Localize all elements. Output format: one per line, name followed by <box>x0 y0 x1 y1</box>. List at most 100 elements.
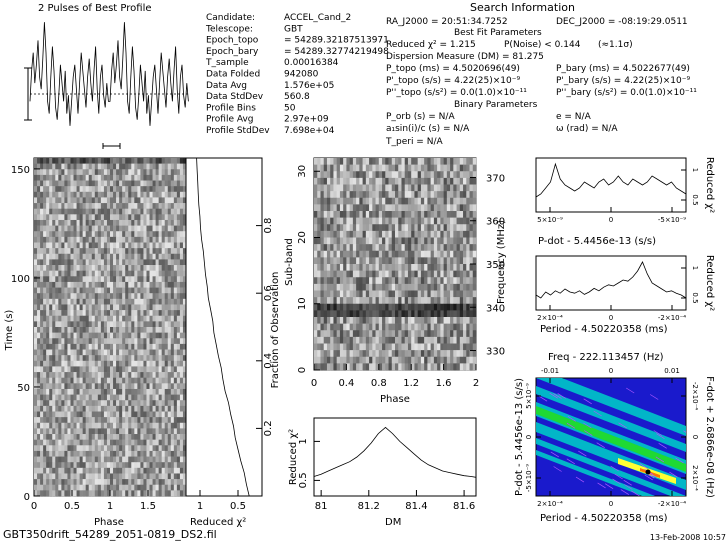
subband-cell <box>359 230 363 238</box>
time-phase-cell <box>103 479 108 486</box>
time-phase-cell <box>182 270 187 277</box>
subband-cell <box>433 317 438 324</box>
ra-text: RA_J2000 = 20:51:34.7252 <box>386 17 508 27</box>
time-phase-cell <box>91 231 96 238</box>
subband-cell <box>453 158 457 165</box>
time-phase-cell <box>131 236 135 243</box>
time-phase-cell <box>73 394 77 401</box>
subband-cell <box>411 230 415 238</box>
subband-cell <box>349 177 354 185</box>
time-phase-xtick-label: 1.5 <box>140 501 156 512</box>
subband-cell <box>378 158 383 165</box>
time-phase-cell <box>43 473 47 480</box>
time-phase-cell <box>67 490 71 497</box>
subband-cell <box>446 211 451 218</box>
subband-cell <box>433 197 438 205</box>
subband-cell <box>453 211 457 218</box>
time-phase-cell <box>91 445 96 452</box>
subband-cell <box>326 343 331 351</box>
time-phase-cell <box>158 377 162 384</box>
time-phase-cell <box>70 439 74 446</box>
subband-cell <box>414 264 418 271</box>
subband-cell <box>401 330 406 338</box>
time-phase-cell <box>70 394 74 401</box>
time-phase-cell <box>119 169 123 176</box>
time-phase-cell <box>67 321 71 328</box>
time-phase-cell <box>94 276 99 283</box>
time-phase-cell <box>113 439 117 446</box>
time-phase-cell <box>52 439 56 446</box>
time-phase-cell <box>125 394 129 401</box>
subband-cell <box>372 184 376 192</box>
time-phase-cell <box>61 411 65 418</box>
time-phase-cell <box>146 236 150 243</box>
subband-cell <box>372 356 376 364</box>
subband-cell <box>314 211 318 218</box>
time-phase-cell <box>103 281 108 288</box>
time-phase-cell <box>173 332 178 339</box>
time-phase-cell <box>43 180 47 187</box>
subband-cell <box>330 356 334 364</box>
subband-cell <box>339 164 344 172</box>
time-phase-cell <box>170 242 175 249</box>
subband-cell <box>466 283 470 291</box>
subband-cell <box>411 224 415 232</box>
subband-cell <box>401 244 406 252</box>
subband-cell <box>343 171 347 179</box>
time-phase-cell <box>146 225 150 232</box>
time-phase-cell <box>91 270 96 277</box>
subband-cell <box>450 317 454 324</box>
subband-cell <box>459 237 464 245</box>
time-phase-cell <box>176 327 181 333</box>
time-phase-cell <box>73 422 77 429</box>
subband-cell <box>424 158 428 165</box>
time-phase-cell <box>134 394 138 401</box>
subband-cell <box>443 297 448 305</box>
time-phase-cell <box>170 462 175 469</box>
time-phase-cell <box>70 163 74 170</box>
time-phase-cell <box>64 366 68 373</box>
time-phase-cell <box>173 186 178 193</box>
time-phase-cell <box>125 304 129 311</box>
time-phase-cell <box>167 180 172 187</box>
subband-cell <box>385 283 389 291</box>
time-phase-cell <box>82 450 86 457</box>
time-phase-cell <box>143 411 147 418</box>
time-phase-cell <box>173 203 178 209</box>
time-phase-cell <box>88 276 93 283</box>
subband-cell <box>427 264 431 271</box>
subband-cell <box>326 184 331 192</box>
subband-cell <box>339 237 344 245</box>
time-phase-cell <box>52 163 56 170</box>
subband-cell <box>343 343 347 351</box>
subband-cell <box>317 158 321 165</box>
time-phase-cell <box>97 372 102 378</box>
time-phase-cell <box>122 248 126 255</box>
time-phase-cell <box>164 422 169 429</box>
time-phase-cell <box>113 191 117 198</box>
time-phase-cell <box>79 394 83 401</box>
time-phase-cell <box>58 360 62 367</box>
time-phase-cell <box>122 394 126 401</box>
pdot-axes: 5×10⁻⁹ 0 -5×10⁻⁹0.51 <box>537 168 699 224</box>
time-phase-cell <box>49 158 53 164</box>
subband-cell <box>411 244 415 252</box>
time-phase-cell <box>58 332 62 339</box>
subband-cell <box>356 317 360 324</box>
subband-cell <box>424 283 428 291</box>
time-phase-cell <box>143 422 147 429</box>
time-phase-cell <box>46 349 50 356</box>
time-phase-cell <box>131 439 135 446</box>
time-phase-cell <box>134 467 138 474</box>
subband-cell <box>411 323 415 331</box>
subband-cell <box>382 283 386 291</box>
subband-cell <box>388 317 393 324</box>
subband-cell <box>362 224 367 232</box>
subband-cell <box>375 197 380 205</box>
time-phase-cell <box>70 411 74 418</box>
time-phase-cell <box>122 383 126 390</box>
time-phase-cell <box>149 343 153 350</box>
subband-cell <box>372 310 376 318</box>
subband-cell <box>440 171 444 179</box>
